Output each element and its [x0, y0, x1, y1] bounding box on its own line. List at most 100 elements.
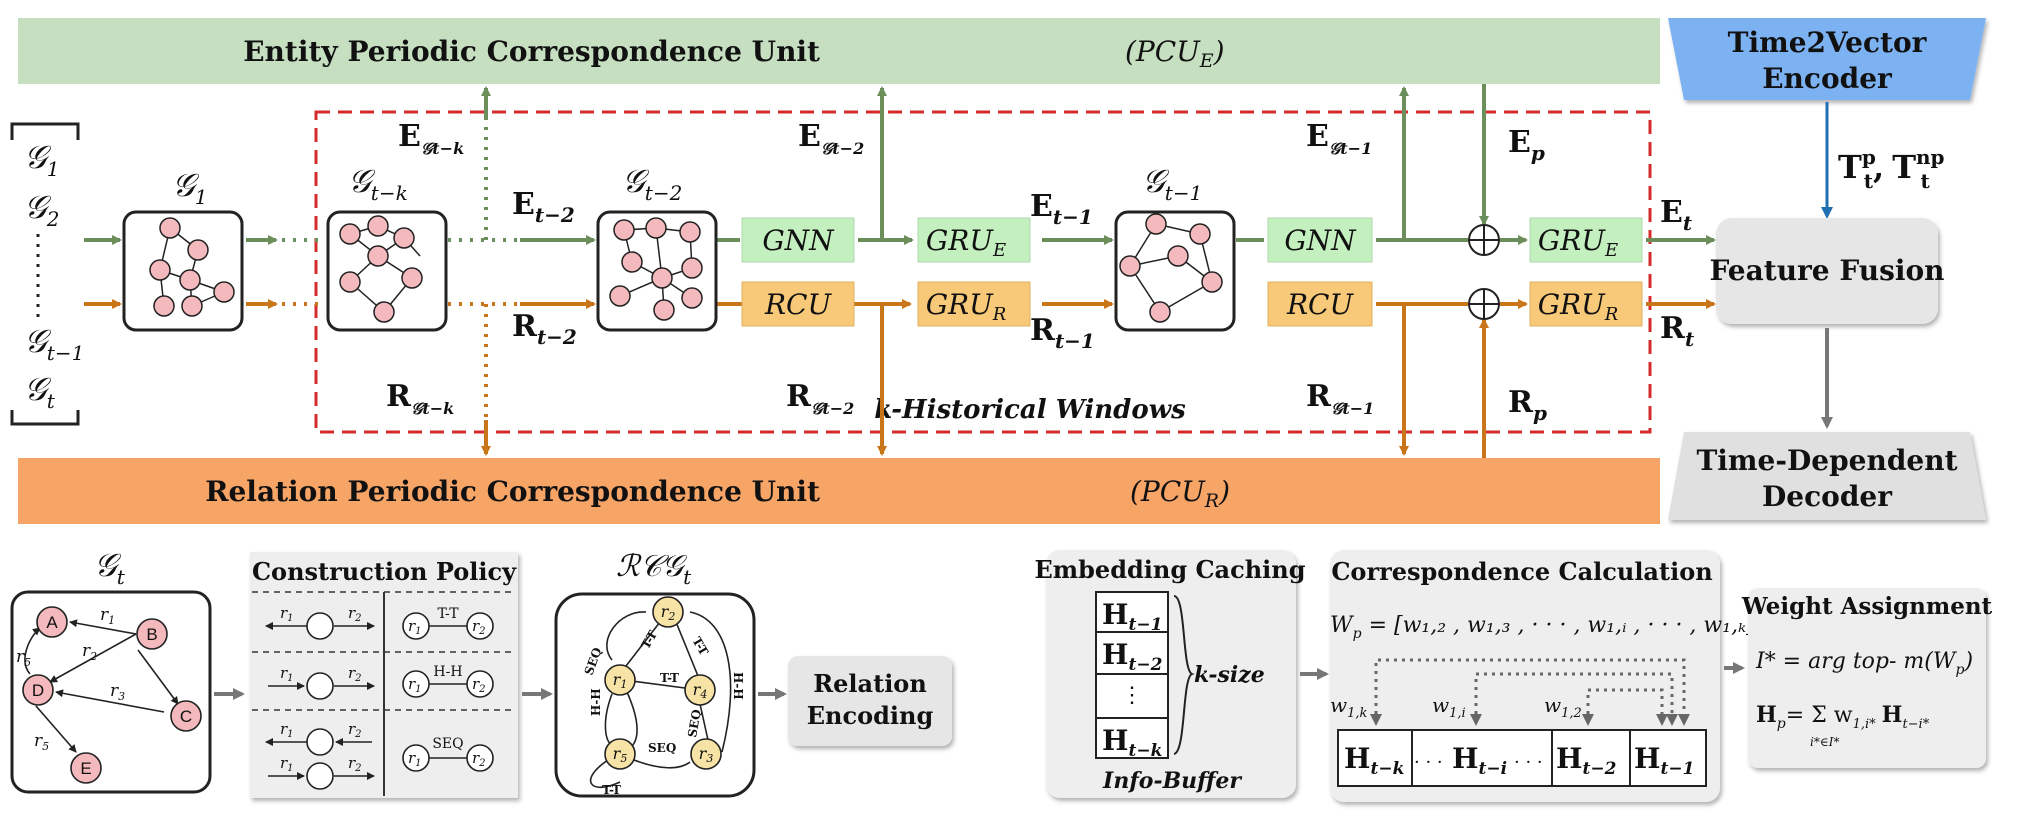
graph-gt1-label: 𝒢t−1: [1142, 162, 1202, 205]
svg-text:r1: r1: [408, 617, 422, 637]
rcu-module-2: RCU: [1267, 281, 1373, 327]
svg-text:r1: r1: [280, 664, 294, 684]
svg-text:H-H: H-H: [731, 672, 745, 700]
svg-text:r2: r2: [348, 720, 362, 740]
k-size-label: k-size: [1194, 662, 1265, 688]
svg-text:r2: r2: [348, 604, 362, 624]
label-r-gt2: R𝒢t−2: [786, 379, 854, 418]
gnn-module-2: GNN: [1267, 217, 1373, 263]
input-graph-list: 𝒢1 𝒢2 𝒢t−1 𝒢t: [10, 122, 84, 426]
svg-text:RCU: RCU: [1286, 288, 1355, 321]
flow-labels: E𝒢t−k Et−2 E𝒢t−2 Et−1 E𝒢t−1 Ep Et R𝒢t−k …: [386, 119, 1695, 425]
label-r-gt1: R𝒢t−1: [1306, 379, 1374, 418]
cache-h-t2: Ht−2: [1102, 638, 1163, 675]
input-gt: 𝒢t: [24, 370, 56, 413]
relation-plus-node: [1468, 288, 1500, 320]
historical-window-label: k-Historical Windows: [874, 395, 1186, 425]
svg-text:r2: r2: [472, 675, 486, 695]
label-r-gtk: R𝒢t−k: [386, 379, 454, 418]
embedding-caching-panel: Embedding Caching Ht−1 Ht−2 ⋮ Ht−k k-siz…: [1034, 550, 1306, 798]
example-graph-title: 𝒢t: [94, 546, 126, 589]
weight-w1k: w1,k: [1330, 693, 1368, 721]
label-e-gt1: E𝒢t−1: [1306, 119, 1372, 158]
weight-eq2-under: i*∈I*: [1810, 735, 1839, 749]
correspondence-calculation-panel: Correspondence Calculation Wp = [w₁,₂ , …: [1330, 550, 1755, 802]
svg-text:Relation: Relation: [813, 669, 927, 698]
cache-h-t1: Ht−1: [1102, 598, 1162, 635]
decoder-box: [1668, 432, 1986, 520]
svg-text:r2: r2: [472, 617, 486, 637]
rcg-title: ℛ𝒞𝒢t: [616, 549, 692, 589]
entity-flow: [84, 84, 1716, 245]
entity-pcu-label: Entity Periodic Correspondence Unit: [243, 35, 820, 68]
gru-r-module-1: GRUR: [917, 281, 1031, 327]
time2vector-line1: Time2Vector: [1728, 26, 1928, 59]
label-e-gtk: E𝒢t−k: [398, 119, 464, 158]
correspondence-title: Correspondence Calculation: [1331, 557, 1712, 586]
svg-text:r1: r1: [280, 720, 294, 740]
svg-text:⋮: ⋮: [1121, 683, 1143, 708]
label-r-t2: Rt−2: [512, 309, 577, 349]
label-r-t1: Rt−1: [1030, 313, 1095, 353]
input-g1: 𝒢1: [24, 138, 60, 181]
embedding-caching-title: Embedding Caching: [1034, 555, 1305, 584]
policy-hh: H-H: [433, 664, 462, 680]
relation-pcu-bar: [18, 458, 1660, 524]
edge-r5-b: r5: [34, 731, 49, 753]
svg-text:GNN: GNN: [1284, 224, 1357, 257]
svg-text:r2: r2: [348, 664, 362, 684]
gnn-module-1: GNN: [741, 217, 855, 263]
node-e: E: [80, 759, 91, 778]
svg-text:r4: r4: [693, 680, 708, 701]
weight-assignment-title: Weight Assignment: [1741, 593, 1993, 620]
input-gt1: 𝒢t−1: [24, 322, 84, 365]
historical-window-box: [314, 110, 1652, 434]
example-graph-gt: 𝒢t A B D C E r1 r2 r3 r5 r5: [10, 546, 212, 794]
relation-pcu-label: Relation Periodic Correspondence Unit: [205, 475, 820, 508]
relation-pcu-math: (PCUR): [1130, 475, 1230, 512]
graph-gt2-label: 𝒢t−2: [622, 162, 682, 205]
svg-text:GRUR: GRUR: [1538, 288, 1619, 325]
svg-text:r1: r1: [280, 754, 294, 774]
info-buffer-label: Info-Buffer: [1102, 768, 1242, 794]
weight-w1i: w1,i: [1432, 693, 1466, 721]
node-b: B: [146, 625, 157, 644]
svg-text:GRUE: GRUE: [1538, 224, 1618, 261]
svg-text:r1: r1: [280, 604, 294, 624]
graph-g1: 𝒢1: [122, 166, 244, 332]
label-e-t: Et: [1660, 195, 1693, 235]
construction-policy-title: Construction Policy: [252, 557, 517, 586]
svg-text:r1: r1: [613, 670, 628, 691]
svg-text:r2: r2: [661, 602, 676, 623]
graph-gt2: 𝒢t−2: [596, 162, 718, 332]
graph-gtk: 𝒢t−k: [326, 162, 448, 332]
svg-text:T-T: T-T: [660, 671, 679, 685]
weight-eq1: I* = arg top- m(Wp): [1755, 649, 1973, 678]
svg-text:GRUR: GRUR: [926, 288, 1007, 325]
entity-pcu-bar: [18, 18, 1660, 84]
weight-assignment-panel: Weight Assignment I* = arg top- m(Wp) Hp…: [1741, 588, 1993, 768]
svg-text:GNN: GNN: [762, 224, 835, 257]
time2vector-line2: Encoder: [1762, 62, 1893, 95]
label-e-t1: Et−1: [1030, 189, 1093, 229]
edge-r1: r1: [100, 605, 115, 627]
feature-fusion-box: [1716, 218, 1938, 324]
input-g2: 𝒢2: [24, 188, 60, 231]
cell-h-t2: Ht−2: [1556, 742, 1617, 779]
cell-h-t1: Ht−1: [1634, 742, 1694, 779]
svg-text:Encoding: Encoding: [807, 701, 934, 730]
node-c: C: [180, 707, 192, 726]
node-a: A: [46, 613, 58, 632]
svg-text:r1: r1: [408, 749, 422, 769]
policy-seq: SEQ: [432, 736, 463, 752]
relation-encoding-box: Relation Encoding: [788, 656, 952, 746]
entity-pcu-math: (PCUE): [1125, 35, 1225, 72]
node-d: D: [32, 681, 44, 700]
edge-r5-a: r5: [16, 647, 31, 669]
feature-fusion-label: Feature Fusion: [1709, 254, 1944, 287]
rcg-graph: ℛ𝒞𝒢t r2 r1 r4 r5 r3 T-T T-T: [554, 549, 756, 798]
decoder-line2: Decoder: [1762, 480, 1893, 513]
gru-e-module-1: GRUE: [917, 217, 1031, 263]
svg-text:T-T: T-T: [602, 783, 621, 797]
weight-w12: w1,2: [1544, 693, 1582, 721]
